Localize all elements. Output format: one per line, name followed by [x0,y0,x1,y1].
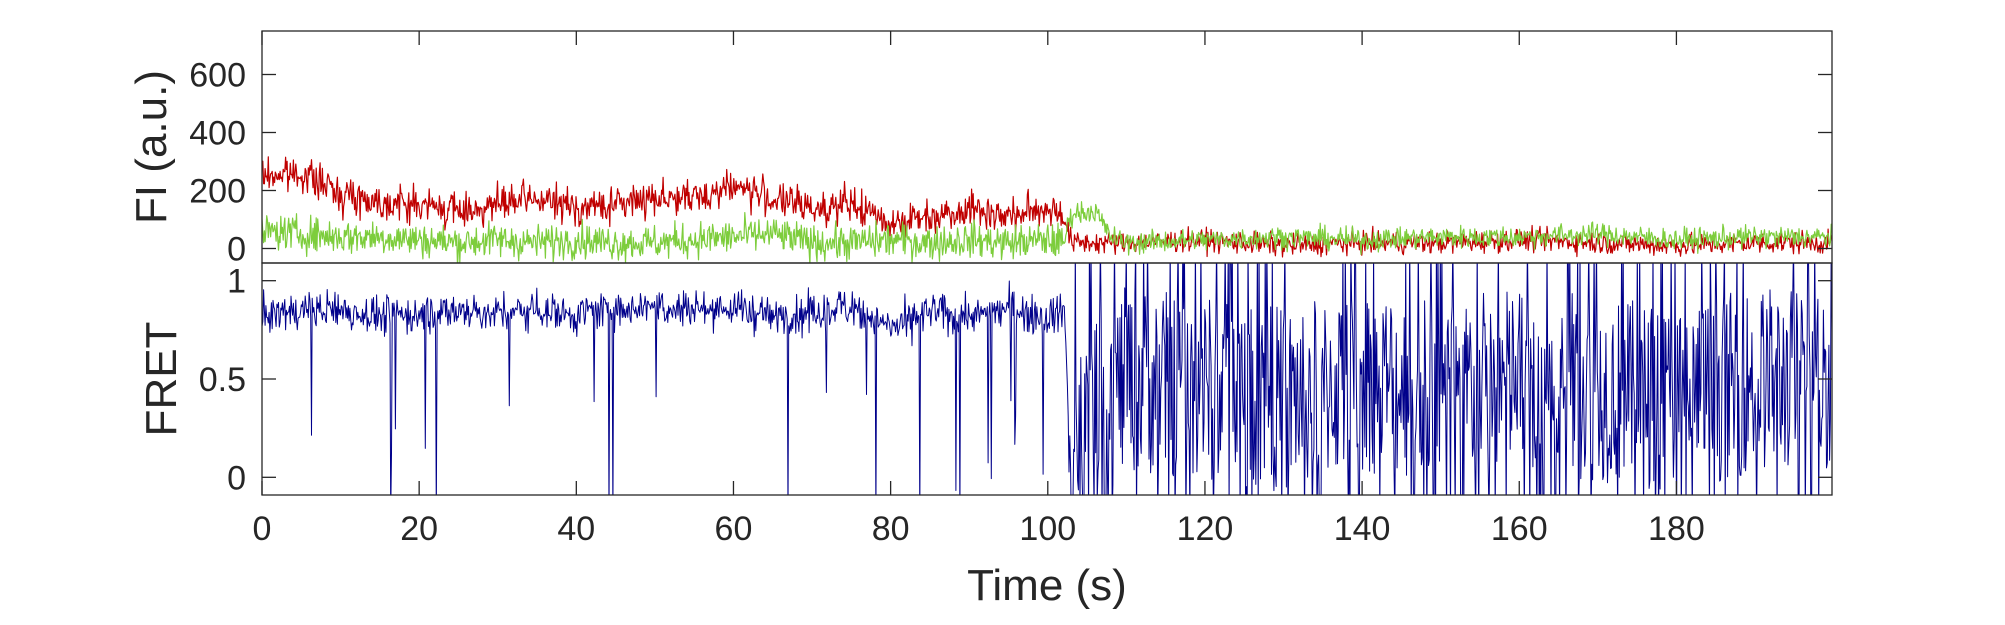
x-tick-label: 100 [1019,510,1076,548]
x-tick-label: 160 [1491,510,1548,548]
x-tick-label: 40 [557,510,595,548]
top-panel-y-axis: 0 200 400 600 [189,31,1832,269]
bottom-panel-y-axis-label: FRET [137,322,186,437]
y-tick-label: 600 [189,57,246,95]
x-tick-label: 180 [1648,510,1705,548]
y-tick-label: 400 [189,115,246,153]
series-line-1 [262,156,1832,258]
bottom-panel-traces [262,263,1832,495]
top-panel: 0 200 400 600 FI (a.u.) [127,30,1833,269]
series-line-2 [262,201,1832,263]
y-tick-label: 200 [189,173,246,211]
series-line-1 [262,263,1832,495]
x-tick-label: 0 [253,510,272,548]
bottom-panel-x-axis: 0 20 40 60 80 100 120 140 160 180 [253,481,1705,548]
top-panel-traces [262,156,1832,263]
bottom-panel-y-axis: 00.51 [199,263,1832,497]
bottom-panel: 00.51 0 20 40 60 80 100 120 140 160 180 FRET Time… [137,262,1833,610]
y-tick-label: 0 [227,231,246,269]
x-tick-label: 120 [1177,510,1234,548]
top-panel-y-axis-label: FI (a.u.) [127,70,176,224]
bottom-panel-x-axis-label: Time (s) [967,561,1127,610]
x-tick-label: 140 [1334,510,1391,548]
x-tick-label: 20 [400,510,438,548]
y-tick-label: 0 [227,459,246,497]
x-tick-label: 60 [715,510,753,548]
x-tick-label: 80 [872,510,910,548]
y-tick-label: 0.5 [199,361,246,399]
y-tick-label: 1 [227,263,246,301]
